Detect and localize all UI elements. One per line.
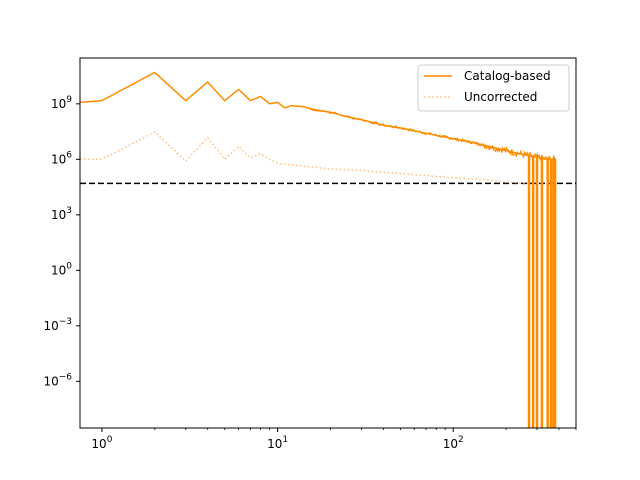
legend: Catalog-based Uncorrected — [417, 64, 570, 112]
y-tick-label-5: 109 — [51, 95, 72, 111]
x-tick-label-1: 101 — [267, 435, 288, 451]
y-tick-label-1: 10−3 — [43, 317, 72, 333]
y-axis: 10−6 10−3 100 103 106 109 — [43, 95, 80, 388]
series-line-uncorrected — [80, 131, 530, 185]
plot-area — [80, 71, 576, 428]
y-tick-label-0: 10−6 — [43, 372, 72, 388]
y-tick-label-4: 106 — [51, 150, 72, 166]
legend-label-catalog-based: Catalog-based — [464, 69, 551, 83]
y-tick-label-3: 103 — [51, 206, 72, 222]
legend-label-uncorrected: Uncorrected — [464, 90, 537, 104]
x-tick-label-2: 102 — [443, 435, 464, 451]
x-tick-label-0: 100 — [91, 435, 112, 451]
x-axis: 100 101 102 — [91, 428, 577, 451]
series-noise-catalog-based — [303, 106, 557, 165]
axes-frame — [79, 57, 577, 429]
legend-box — [417, 64, 570, 112]
y-tick-label-2: 100 — [51, 261, 72, 277]
